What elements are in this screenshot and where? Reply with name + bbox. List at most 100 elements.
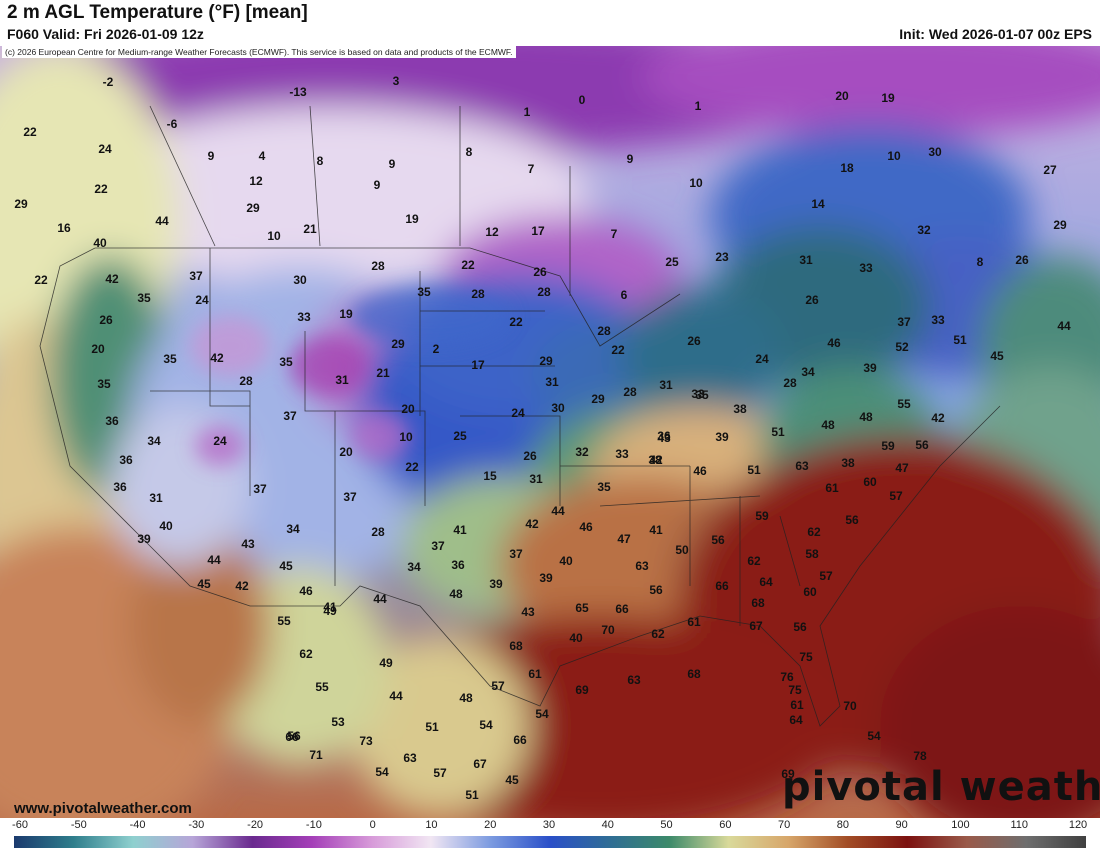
- temperature-value: 23: [715, 250, 729, 264]
- temperature-value: 35: [97, 377, 111, 391]
- temperature-value: 10: [399, 430, 413, 444]
- temperature-value: 42: [210, 351, 224, 365]
- temperature-value: 66: [513, 733, 527, 747]
- temperature-value: 34: [407, 560, 421, 574]
- temperature-value: 45: [990, 349, 1004, 363]
- legend-tick: 20: [484, 819, 497, 831]
- temperature-value: 1: [694, 99, 702, 113]
- temperature-value: 28: [623, 385, 637, 399]
- temperature-value: 66: [615, 602, 629, 616]
- legend-tick: 60: [719, 819, 732, 831]
- temperature-value: 36: [105, 414, 119, 428]
- temperature-value: 60: [863, 475, 877, 489]
- temperature-value: 8: [976, 255, 984, 269]
- temperature-value: 60: [803, 585, 817, 599]
- temperature-value: 39: [863, 361, 877, 375]
- temperature-value: 54: [479, 718, 493, 732]
- temperature-value: 26: [99, 313, 113, 327]
- temperature-value: 25: [665, 255, 679, 269]
- legend-tick: 80: [836, 819, 849, 831]
- temperature-value: 46: [827, 336, 841, 350]
- temperature-value: 41: [323, 600, 337, 614]
- temperature-value: 20: [339, 445, 353, 459]
- temperature-value: 22: [461, 258, 475, 272]
- temperature-value: 58: [805, 547, 819, 561]
- legend-tick: 120: [1068, 819, 1088, 831]
- temperature-value: 48: [459, 691, 473, 705]
- temperature-value: 20: [835, 89, 849, 103]
- temperature-value: 35: [597, 480, 611, 494]
- legend-tick: 50: [660, 819, 673, 831]
- temperature-value: 19: [339, 307, 353, 321]
- temperature-value: 75: [788, 683, 802, 697]
- temperature-value: 55: [315, 680, 329, 694]
- temperature-value: 59: [755, 509, 769, 523]
- temperature-value: 29: [14, 197, 28, 211]
- temperature-value: 27: [1043, 163, 1057, 177]
- map-header: 2 m AGL Temperature (°F) [mean] F060 Val…: [0, 0, 1100, 46]
- temperature-value: 42: [649, 453, 663, 467]
- temperature-value: 24: [98, 142, 112, 156]
- temperature-value: 22: [405, 460, 419, 474]
- website-url[interactable]: www.pivotalweather.com: [14, 800, 192, 817]
- temperature-value: 44: [155, 214, 169, 228]
- temperature-value: 78: [913, 749, 927, 763]
- temperature-value: 16: [57, 221, 71, 235]
- temperature-value: 17: [471, 358, 485, 372]
- temperature-value: 63: [627, 673, 641, 687]
- temperature-value: 4: [258, 149, 266, 163]
- temperature-value: 54: [375, 765, 389, 779]
- temperature-value: 21: [303, 222, 317, 236]
- temperature-value: 46: [579, 520, 593, 534]
- temperature-value: 56: [915, 438, 929, 452]
- temperature-value: 61: [790, 698, 804, 712]
- temperature-value: 36: [113, 480, 127, 494]
- temperature-value: 10: [267, 229, 281, 243]
- temperature-value: 39: [137, 532, 151, 546]
- temperature-value: 24: [195, 293, 209, 307]
- temperature-value: 54: [867, 729, 881, 743]
- temperature-value: 64: [759, 575, 773, 589]
- temperature-value: 29: [591, 392, 605, 406]
- temperature-value: -6: [166, 117, 178, 131]
- temperature-value: 28: [371, 259, 385, 273]
- temperature-value: 70: [601, 623, 615, 637]
- init-time: Init: Wed 2026-01-07 00z EPS: [899, 26, 1092, 42]
- temperature-value: 0: [578, 93, 586, 107]
- temperature-value: 37: [897, 315, 911, 329]
- temperature-value: 31: [799, 253, 813, 267]
- temperature-value: 38: [841, 456, 855, 470]
- temperature-value: 65: [575, 601, 589, 615]
- temperature-value: 68: [751, 596, 765, 610]
- temperature-value: 9: [626, 152, 634, 166]
- temperature-value: 40: [159, 519, 173, 533]
- temperature-value: 45: [279, 559, 293, 573]
- legend-tick: -50: [70, 819, 87, 831]
- temperature-value: 61: [687, 615, 701, 629]
- temperature-value: 34: [147, 434, 161, 448]
- colorbar: [14, 836, 1086, 848]
- temperature-value: 40: [559, 554, 573, 568]
- temperature-value: 9: [388, 157, 396, 171]
- copyright-notice: (c) 2026 European Centre for Medium-rang…: [2, 46, 516, 58]
- temperature-value: 36: [451, 558, 465, 572]
- temperature-value: 51: [953, 333, 967, 347]
- temperature-value: 10: [689, 176, 703, 190]
- temperature-value: 29: [539, 354, 553, 368]
- legend-tick: 40: [601, 819, 614, 831]
- temperature-value: 10: [887, 149, 901, 163]
- temperature-value: 69: [781, 767, 795, 781]
- temperature-value: 62: [651, 627, 665, 641]
- temperature-value: 28: [371, 525, 385, 539]
- temperature-value: 56: [711, 533, 725, 547]
- legend-tick: -20: [247, 819, 264, 831]
- temperature-value: 33: [691, 387, 705, 401]
- temperature-value: 15: [483, 469, 497, 483]
- temperature-value: 64: [789, 713, 803, 727]
- temperature-value: 29: [246, 201, 260, 215]
- temperature-value: 28: [783, 376, 797, 390]
- temperature-value: 8: [316, 154, 324, 168]
- temperature-value: 47: [895, 461, 909, 475]
- temperature-value: -2: [102, 75, 114, 89]
- temperature-value: 33: [859, 261, 873, 275]
